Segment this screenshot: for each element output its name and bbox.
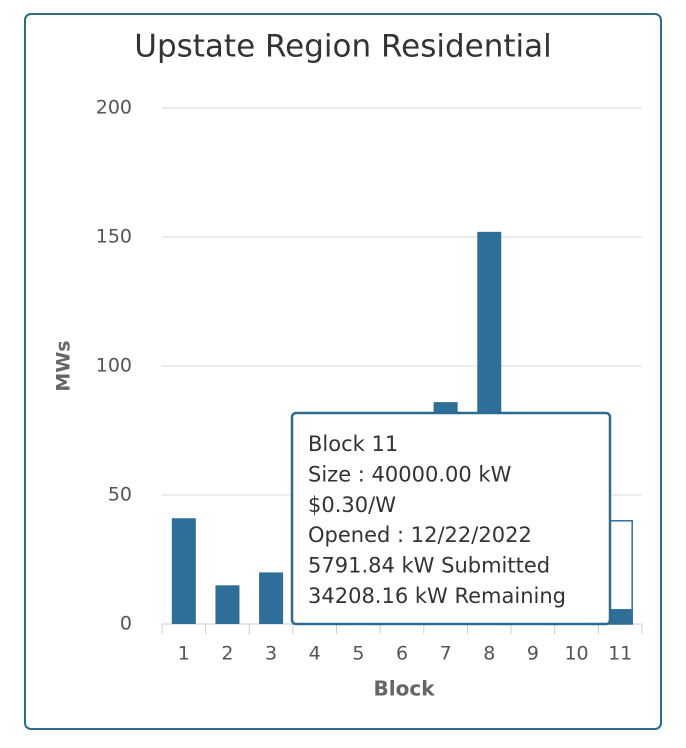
tooltip: Block 11 Size : 40000.00 kW $0.30/W Opened … [290, 411, 612, 626]
x-tick-label: 5 [352, 643, 364, 665]
y-tick-label: 150 [96, 226, 132, 248]
tooltip-line: 5791.84 kW Submitted [308, 554, 550, 578]
x-tick-label: 11 [608, 643, 632, 665]
tooltip-line: Opened : 12/22/2022 [308, 523, 532, 547]
x-tick-label: 2 [221, 643, 233, 665]
tooltip-line: Block 11 [308, 432, 398, 456]
chart-title: Upstate Region Residential [134, 29, 552, 65]
x-tick-label: 6 [396, 643, 408, 665]
y-axis-label: MWs [53, 340, 75, 391]
bar[interactable] [259, 572, 284, 624]
y-tick-label: 200 [96, 97, 132, 119]
y-tick-label: 0 [120, 613, 132, 635]
tooltip-line: Size : 40000.00 kW [308, 462, 512, 486]
x-tick-label: 8 [483, 643, 495, 665]
bar[interactable] [215, 585, 240, 624]
x-tick-label: 7 [440, 643, 452, 665]
y-tick-label: 50 [108, 484, 132, 506]
x-tick-label: 4 [309, 643, 321, 665]
tooltip-box [290, 411, 612, 626]
size-bar[interactable] [607, 520, 633, 625]
bar[interactable] [171, 518, 196, 624]
x-axis-label: Block [374, 677, 436, 701]
x-tick-label: 10 [564, 643, 588, 665]
tooltip-line: 34208.16 kW Remaining [308, 584, 566, 608]
y-tick-label: 100 [96, 355, 132, 377]
bar[interactable] [608, 609, 633, 624]
x-tick-label: 1 [178, 643, 190, 665]
tooltip-line: $0.30/W [308, 493, 396, 517]
x-tick-label: 3 [265, 643, 277, 665]
x-tick-label: 9 [527, 643, 539, 665]
